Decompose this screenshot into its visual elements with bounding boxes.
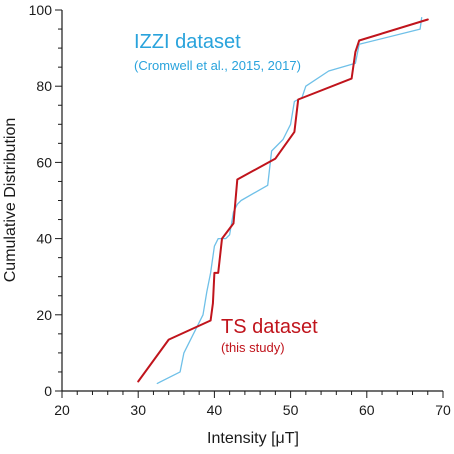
izzi-annotation-title: IZZI dataset xyxy=(134,31,241,53)
series-layer xyxy=(137,16,429,385)
y-tick-label: 60 xyxy=(36,154,52,170)
x-tick-label: 60 xyxy=(359,402,375,418)
y-axis-label: Cumulative Distribution xyxy=(2,118,19,283)
ts-series-line xyxy=(137,18,429,383)
y-tick-label: 40 xyxy=(36,231,52,247)
izzi-annotation-citation: (Cromwell et al., 2015, 2017) xyxy=(134,58,301,73)
ts-annotation-title: TS dataset xyxy=(221,316,318,338)
x-tick-label: 20 xyxy=(54,402,70,418)
y-tick-label: 100 xyxy=(29,2,53,18)
y-tick-label: 80 xyxy=(36,78,52,94)
y-tick-label: 0 xyxy=(44,383,52,399)
izzi-series-line xyxy=(156,16,423,385)
y-tick-label: 20 xyxy=(36,307,52,323)
x-axis-label: Intensity [μT] xyxy=(207,430,299,447)
x-tick-label: 40 xyxy=(207,402,223,418)
x-tick-label: 70 xyxy=(435,402,451,418)
ts-annotation-note: (this study) xyxy=(221,340,285,355)
x-tick-label: 50 xyxy=(283,402,299,418)
x-tick-label: 30 xyxy=(130,402,146,418)
